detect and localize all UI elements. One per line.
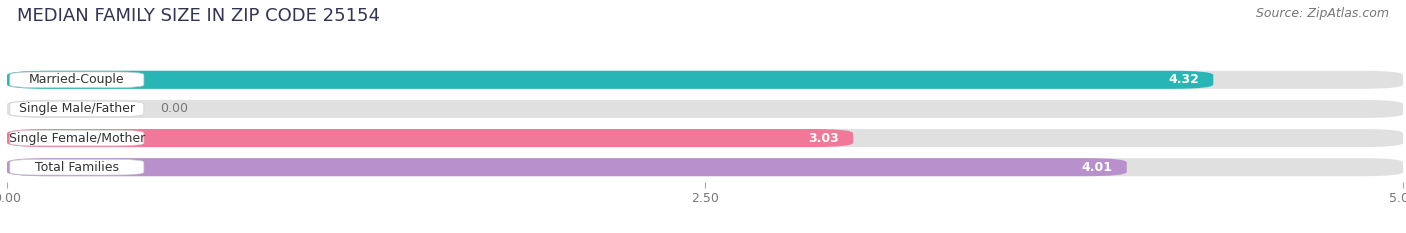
Text: MEDIAN FAMILY SIZE IN ZIP CODE 25154: MEDIAN FAMILY SIZE IN ZIP CODE 25154 — [17, 7, 380, 25]
FancyBboxPatch shape — [10, 159, 143, 175]
FancyBboxPatch shape — [7, 129, 853, 147]
FancyBboxPatch shape — [7, 71, 1213, 89]
FancyBboxPatch shape — [7, 100, 1403, 118]
FancyBboxPatch shape — [10, 101, 143, 117]
Text: Source: ZipAtlas.com: Source: ZipAtlas.com — [1256, 7, 1389, 20]
FancyBboxPatch shape — [10, 130, 143, 146]
FancyBboxPatch shape — [7, 71, 1403, 89]
Text: 3.03: 3.03 — [808, 132, 839, 144]
Text: Single Male/Father: Single Male/Father — [18, 103, 135, 115]
FancyBboxPatch shape — [7, 158, 1403, 176]
Text: Total Families: Total Families — [35, 161, 120, 174]
Text: 0.00: 0.00 — [160, 103, 188, 115]
Text: 4.32: 4.32 — [1168, 73, 1199, 86]
FancyBboxPatch shape — [7, 129, 1403, 147]
Text: Married-Couple: Married-Couple — [30, 73, 125, 86]
Text: Single Female/Mother: Single Female/Mother — [8, 132, 145, 144]
FancyBboxPatch shape — [10, 72, 143, 88]
FancyBboxPatch shape — [7, 158, 1126, 176]
Text: 4.01: 4.01 — [1081, 161, 1112, 174]
